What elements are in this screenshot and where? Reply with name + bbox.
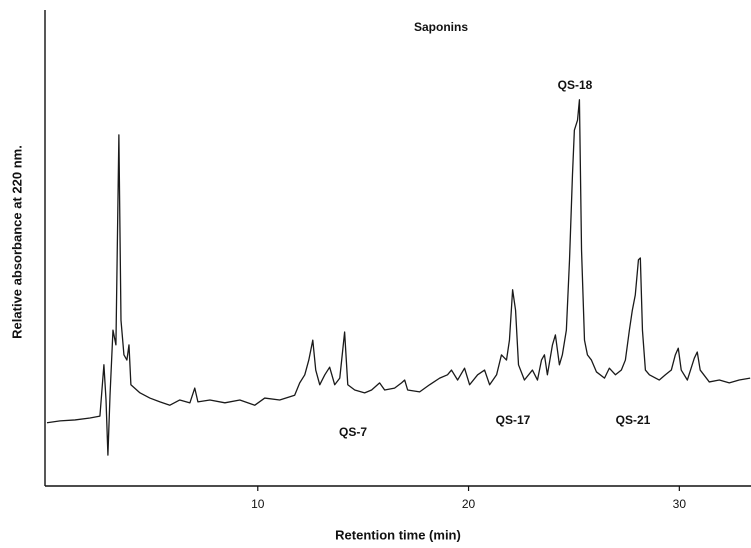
x-tick-label: 10 <box>251 497 265 511</box>
y-axis-label: Relative absorbance at 220 nm. <box>9 145 24 339</box>
x-tick-label: 20 <box>462 497 476 511</box>
peak-annotation: QS-18 <box>558 78 593 92</box>
x-axis-label: Retention time (min) <box>335 527 461 542</box>
peak-annotation: QS-21 <box>616 413 651 427</box>
chromatogram-line <box>46 99 751 456</box>
peak-annotation: QS-7 <box>339 425 367 439</box>
chart-title: Saponins <box>414 20 468 34</box>
peak-annotation: QS-17 <box>496 413 531 427</box>
x-tick-label: 30 <box>673 497 687 511</box>
